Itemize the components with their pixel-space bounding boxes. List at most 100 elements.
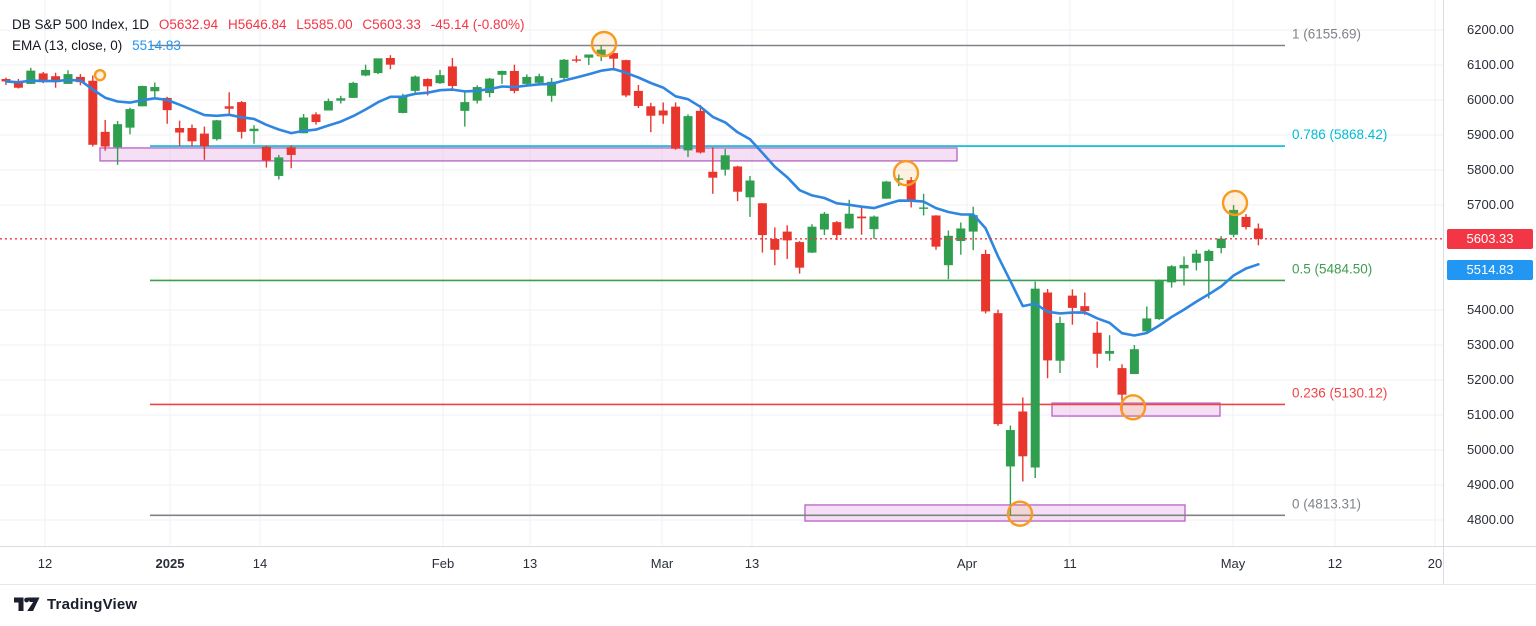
candle-body[interactable] (584, 54, 594, 58)
candle-body[interactable] (844, 213, 854, 229)
candle-body[interactable] (348, 82, 358, 98)
candle-body[interactable] (782, 231, 792, 241)
candle-body[interactable] (1129, 349, 1139, 375)
candle-body[interactable] (881, 181, 891, 199)
candle-body[interactable] (596, 49, 606, 57)
candle-body[interactable] (745, 180, 755, 198)
candle-body[interactable] (708, 171, 718, 178)
candle-body[interactable] (1229, 209, 1239, 235)
candle-body[interactable] (435, 75, 445, 84)
candle-body[interactable] (609, 53, 619, 59)
candle-body[interactable] (795, 242, 805, 268)
candle-body[interactable] (720, 155, 730, 170)
candle-body[interactable] (88, 80, 98, 145)
candle-body[interactable] (633, 90, 643, 106)
candle-body[interactable] (671, 106, 681, 149)
time-axis[interactable]: 12 2025 14 Feb 13 Mar 13 Apr 11 May 12 20 (0, 546, 1443, 585)
candle-body[interactable] (485, 78, 495, 93)
supply-zone-5830-5863[interactable] (99, 147, 958, 162)
candle-body[interactable] (187, 128, 197, 142)
indicator-name[interactable]: EMA (13, close, 0) (12, 38, 123, 53)
candle-body[interactable] (559, 59, 569, 78)
candle-body[interactable] (832, 222, 842, 236)
price-axis[interactable]: 6200.00 6100.00 6000.00 5900.00 5800.00 5700.… (1443, 0, 1536, 546)
candle-body[interactable] (224, 106, 234, 109)
candle-body[interactable] (509, 70, 519, 91)
candle-body[interactable] (38, 73, 48, 83)
candle-body[interactable] (658, 110, 668, 116)
candle-body[interactable] (460, 102, 470, 111)
candle-body[interactable] (646, 106, 656, 116)
candle-body[interactable] (286, 147, 296, 155)
candle-body[interactable] (1117, 368, 1127, 395)
candle-body[interactable] (993, 313, 1003, 425)
candle-body[interactable] (410, 76, 420, 91)
candle-body[interactable] (981, 254, 991, 312)
candle-body[interactable] (423, 79, 433, 87)
candle-body[interactable] (1167, 266, 1177, 283)
candle-body[interactable] (919, 207, 929, 209)
candle-body[interactable] (1142, 318, 1152, 332)
candle-body[interactable] (733, 166, 743, 192)
candle-body[interactable] (894, 178, 904, 180)
candle-body[interactable] (1080, 306, 1090, 312)
candle-body[interactable] (1043, 292, 1053, 361)
candle-body[interactable] (1105, 350, 1115, 354)
demand-zone-4797-4843[interactable] (804, 504, 1186, 522)
candle-body[interactable] (807, 226, 817, 253)
candle-body[interactable] (162, 97, 172, 111)
candle-body[interactable] (1005, 430, 1015, 467)
tradingview-attribution[interactable]: TradingView (14, 595, 137, 613)
candle-body[interactable] (547, 81, 557, 96)
candle-body[interactable] (113, 124, 123, 148)
candle-body[interactable] (857, 216, 867, 219)
candle-body[interactable] (522, 76, 532, 84)
candle-body[interactable] (100, 131, 110, 147)
candle-body[interactable] (150, 87, 160, 92)
candle-body[interactable] (906, 180, 916, 201)
candle-body[interactable] (274, 157, 284, 176)
candle-body[interactable] (819, 213, 829, 230)
candle-body[interactable] (621, 60, 631, 96)
candle-body[interactable] (51, 76, 61, 83)
candle-body[interactable] (931, 215, 941, 247)
candle-body[interactable] (770, 238, 780, 250)
candle-body[interactable] (447, 66, 457, 86)
candle-body[interactable] (1179, 264, 1189, 269)
candle-body[interactable] (956, 228, 966, 242)
candle-body[interactable] (695, 110, 705, 153)
symbol-title[interactable]: DB S&P 500 Index, 1D (12, 17, 150, 32)
candle-body[interactable] (125, 109, 135, 128)
candle-body[interactable] (212, 120, 222, 140)
ema-line[interactable] (4, 67, 1260, 337)
candle-body[interactable] (497, 70, 507, 75)
candle-body[interactable] (199, 133, 209, 147)
candle-body[interactable] (1241, 216, 1251, 228)
candle-body[interactable] (249, 128, 259, 132)
candle-body[interactable] (361, 69, 371, 76)
candle-body[interactable] (1067, 295, 1077, 308)
demand-zone-5097-5134[interactable] (1051, 402, 1221, 417)
candle-body[interactable] (1154, 280, 1164, 320)
candle-body[interactable] (1253, 228, 1263, 239)
candle-body[interactable] (1055, 322, 1065, 361)
candle-body[interactable] (1018, 411, 1028, 457)
candle-body[interactable] (336, 98, 346, 101)
candle-body[interactable] (385, 58, 395, 65)
candle-body[interactable] (869, 216, 879, 230)
candle-body[interactable] (323, 101, 333, 111)
candle-body[interactable] (943, 235, 953, 266)
candle-body[interactable] (1191, 253, 1201, 263)
candle-body[interactable] (299, 117, 309, 134)
candle-body[interactable] (1092, 332, 1102, 354)
candle-body[interactable] (175, 128, 185, 133)
candle-body[interactable] (137, 86, 147, 107)
candle-body[interactable] (373, 58, 383, 74)
candle-body[interactable] (1216, 238, 1226, 249)
candle-body[interactable] (472, 87, 482, 101)
candle-body[interactable] (1030, 288, 1040, 468)
candle-body[interactable] (26, 70, 36, 84)
candle-body[interactable] (1204, 250, 1214, 261)
candle-body[interactable] (261, 146, 271, 161)
candle-body[interactable] (683, 116, 693, 151)
